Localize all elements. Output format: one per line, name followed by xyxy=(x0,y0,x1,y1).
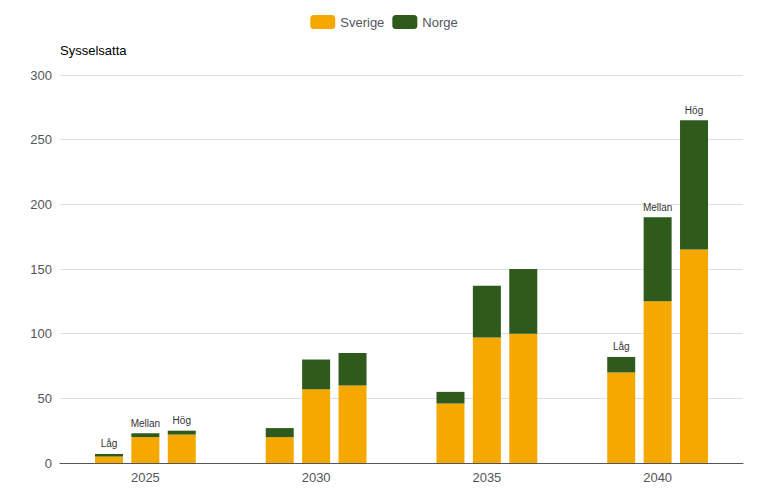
svg-text:Mellan: Mellan xyxy=(131,418,160,429)
svg-text:Sverige: Sverige xyxy=(340,15,384,30)
svg-text:2025: 2025 xyxy=(131,470,160,485)
svg-text:Låg: Låg xyxy=(613,341,630,352)
svg-text:Låg: Låg xyxy=(101,438,118,449)
svg-text:200: 200 xyxy=(30,197,52,212)
svg-text:Mellan: Mellan xyxy=(643,202,672,213)
svg-text:100: 100 xyxy=(30,326,52,341)
svg-text:Hög: Hög xyxy=(173,415,191,426)
svg-text:Sysselsatta: Sysselsatta xyxy=(60,43,127,58)
svg-text:2030: 2030 xyxy=(302,470,331,485)
svg-text:150: 150 xyxy=(30,262,52,277)
svg-text:Norge: Norge xyxy=(422,15,457,30)
svg-text:2040: 2040 xyxy=(643,470,672,485)
svg-text:300: 300 xyxy=(30,68,52,83)
svg-text:2035: 2035 xyxy=(472,470,501,485)
svg-text:250: 250 xyxy=(30,132,52,147)
svg-text:50: 50 xyxy=(38,391,52,406)
svg-text:0: 0 xyxy=(45,456,52,471)
svg-text:Hög: Hög xyxy=(685,105,703,116)
